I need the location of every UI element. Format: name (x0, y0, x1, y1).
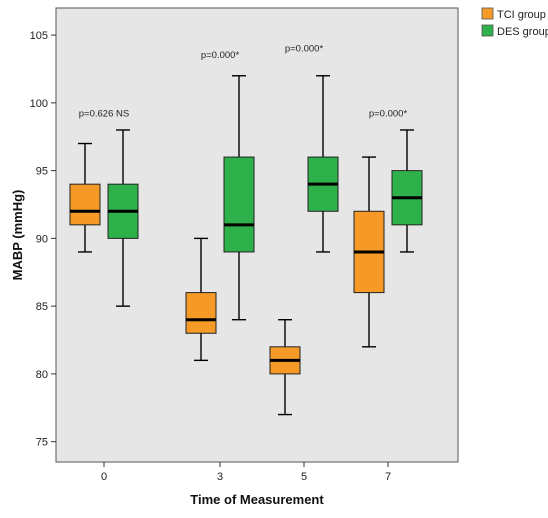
annotations: p=0.626 NS p=0.000* p=0.000* p=0.000* (79, 43, 408, 119)
y-axis-title: MABP (mmHg) (10, 190, 25, 281)
box-tci-0 (69, 142, 101, 253)
legend-swatch-tci (481, 7, 494, 20)
legend-swatch-des (481, 24, 494, 37)
p-value-annotation: p=0.000* (201, 50, 240, 61)
x-tick-label: 3 (217, 471, 223, 483)
y-tick-label: 95 (36, 166, 48, 178)
y-tick-label: 90 (36, 233, 48, 245)
box-des-7 (391, 129, 423, 253)
legend-label-des: DES group (497, 26, 548, 38)
legend-label-tci: TCI group (497, 9, 546, 21)
y-tick-label: 75 (36, 437, 48, 449)
p-value-annotation: p=0.000* (369, 108, 408, 119)
iqr-box (69, 183, 101, 226)
iqr-box (185, 292, 217, 334)
box-des-3 (223, 75, 255, 321)
box-tci-3 (185, 237, 217, 362)
x-tick-label: 5 (301, 471, 307, 483)
legend: TCI group DES group (481, 7, 548, 38)
x-tick-label: 0 (101, 471, 107, 483)
y-tick-label: 100 (30, 98, 48, 110)
x-axis: 0 3 5 7 (101, 462, 391, 483)
p-value-annotation: p=0.000* (285, 43, 324, 54)
box-plots (69, 75, 423, 416)
p-value-annotation: p=0.626 NS (79, 108, 129, 119)
y-tick-label: 80 (36, 369, 48, 381)
x-tick-label: 7 (385, 471, 391, 483)
x-axis-title: Time of Measurement (190, 492, 324, 507)
box-des-5 (307, 75, 339, 253)
y-tick-label: 105 (30, 30, 48, 42)
y-tick-label: 85 (36, 301, 48, 313)
y-axis: 75 80 85 90 95 100 105 (30, 30, 56, 449)
box-des-0 (107, 129, 139, 307)
box-tci-7 (353, 156, 385, 348)
iqr-box (223, 156, 255, 253)
box-tci-5 (269, 319, 301, 416)
